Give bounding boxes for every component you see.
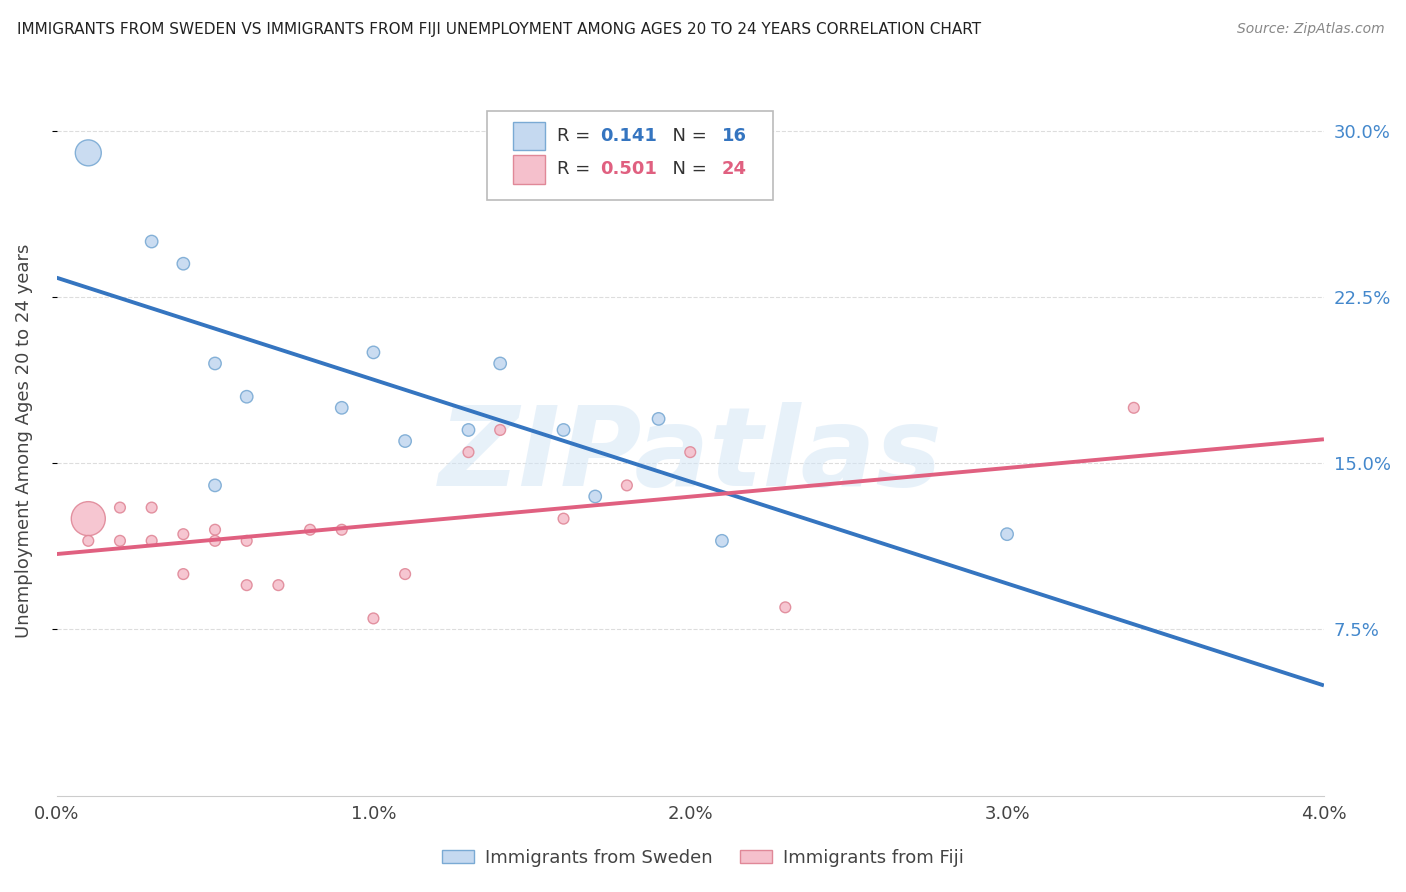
Point — [553, 511, 575, 525]
Point — [204, 356, 226, 370]
Point — [77, 145, 100, 160]
FancyBboxPatch shape — [513, 155, 544, 184]
Point — [457, 423, 479, 437]
Point — [489, 356, 512, 370]
Legend: Immigrants from Sweden, Immigrants from Fiji: Immigrants from Sweden, Immigrants from … — [434, 842, 972, 874]
Point — [141, 235, 163, 249]
Point — [583, 490, 606, 504]
Text: Source: ZipAtlas.com: Source: ZipAtlas.com — [1237, 22, 1385, 37]
Point — [172, 527, 194, 541]
Point — [204, 533, 226, 548]
Text: R =: R = — [557, 161, 596, 178]
Point — [141, 533, 163, 548]
Text: ZIPatlas: ZIPatlas — [439, 401, 942, 508]
Text: IMMIGRANTS FROM SWEDEN VS IMMIGRANTS FROM FIJI UNEMPLOYMENT AMONG AGES 20 TO 24 : IMMIGRANTS FROM SWEDEN VS IMMIGRANTS FRO… — [17, 22, 981, 37]
Point — [172, 567, 194, 582]
Point — [141, 500, 163, 515]
Point — [995, 527, 1018, 541]
Point — [1122, 401, 1144, 415]
Text: N =: N = — [661, 127, 713, 145]
Y-axis label: Unemployment Among Ages 20 to 24 years: Unemployment Among Ages 20 to 24 years — [15, 244, 32, 639]
Point — [489, 423, 512, 437]
Point — [363, 345, 385, 359]
FancyBboxPatch shape — [488, 112, 773, 200]
Text: N =: N = — [661, 161, 713, 178]
Point — [330, 523, 353, 537]
Point — [172, 257, 194, 271]
Text: 0.501: 0.501 — [600, 161, 657, 178]
Point — [108, 500, 131, 515]
Point — [394, 567, 416, 582]
Text: R =: R = — [557, 127, 596, 145]
Point — [204, 523, 226, 537]
Point — [616, 478, 638, 492]
Point — [235, 533, 257, 548]
FancyBboxPatch shape — [513, 122, 544, 150]
Point — [457, 445, 479, 459]
Point — [235, 390, 257, 404]
Point — [775, 600, 797, 615]
Point — [77, 533, 100, 548]
Point — [267, 578, 290, 592]
Point — [330, 401, 353, 415]
Point — [299, 523, 322, 537]
Point — [679, 445, 702, 459]
Point — [553, 423, 575, 437]
Text: 0.141: 0.141 — [600, 127, 657, 145]
Point — [235, 578, 257, 592]
Point — [710, 533, 733, 548]
Point — [363, 611, 385, 625]
Point — [108, 533, 131, 548]
Text: 24: 24 — [721, 161, 747, 178]
Point — [77, 511, 100, 525]
Text: 16: 16 — [721, 127, 747, 145]
Point — [204, 478, 226, 492]
Point — [394, 434, 416, 448]
Point — [647, 412, 669, 426]
